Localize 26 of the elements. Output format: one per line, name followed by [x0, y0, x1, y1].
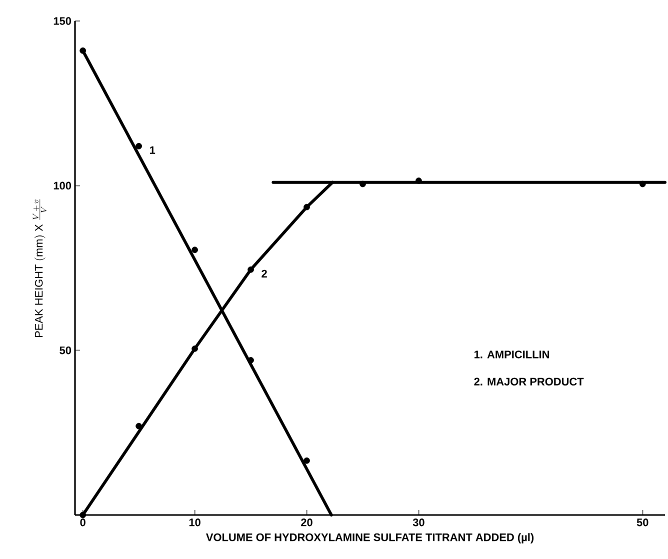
annotation: 1. AMPICILLIN — [474, 350, 549, 358]
series-label: 2 — [262, 270, 267, 278]
point — [192, 345, 198, 352]
point — [80, 47, 86, 54]
x-tick-label: 0 — [80, 518, 86, 526]
series-label: 1 — [150, 146, 156, 154]
point — [136, 142, 142, 150]
point — [304, 204, 310, 210]
annotation: 2. MAJOR PRODUCT — [474, 378, 584, 386]
y-axis-title: $\mathrm{PEAK\ HEIGHT\ (mm)\ X}\ \frac{V\,+\,v}{V}$ — [32, 199, 47, 338]
x-tick-label: 50 — [636, 518, 648, 526]
x-tick-label: 10 — [189, 518, 200, 526]
point — [248, 266, 254, 273]
y-tick-label: 100 — [54, 182, 72, 190]
x-tick-label: 20 — [301, 518, 312, 526]
point — [416, 178, 422, 184]
point — [304, 457, 310, 464]
point — [80, 512, 86, 518]
y-tick-label: 50 — [60, 346, 72, 354]
x-axis-title: VOLUME OF HYDROXYLAMINE SULFATE TITRANT ADDED (µl) — [206, 533, 534, 544]
point — [360, 180, 366, 188]
point — [192, 246, 198, 254]
y-tick-label: 150 — [54, 17, 72, 25]
point — [639, 180, 646, 188]
point — [136, 422, 142, 430]
x-tick-label: 30 — [412, 518, 424, 526]
